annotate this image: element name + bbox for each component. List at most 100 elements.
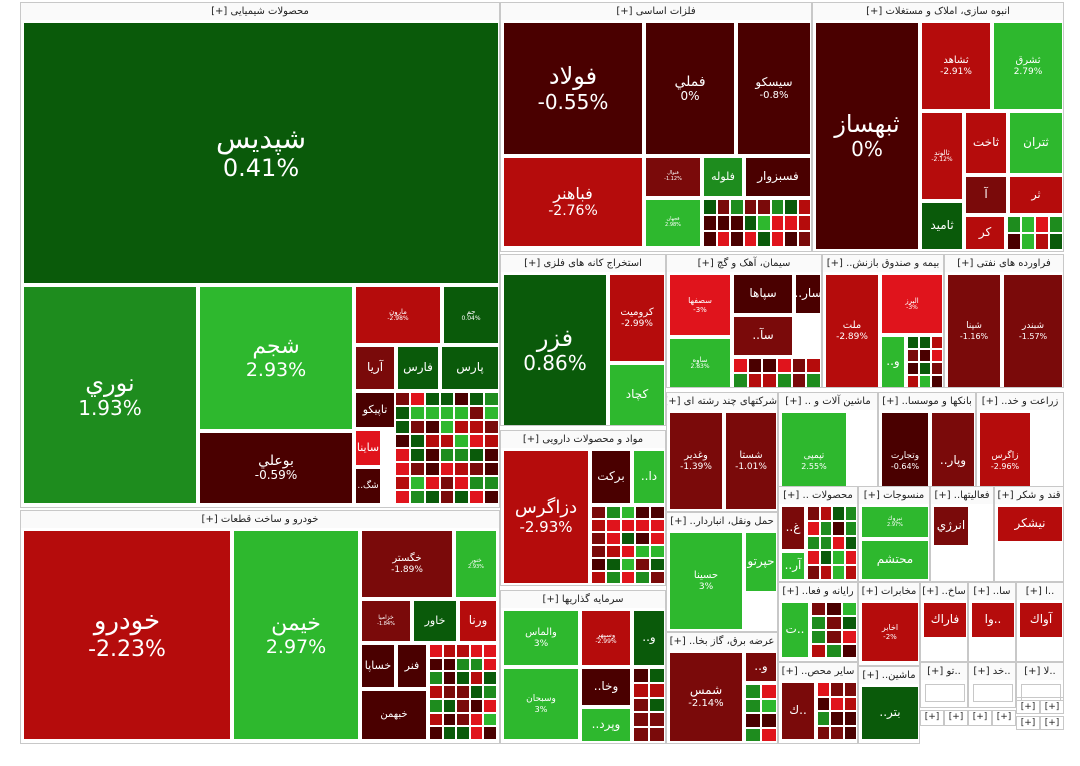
minor-stock-tile[interactable]	[844, 520, 857, 536]
minor-stock-tile[interactable]	[620, 545, 636, 558]
stock-tile[interactable]: خنور 2.93%	[455, 530, 497, 598]
minor-stock-tile[interactable]	[730, 231, 744, 247]
sector-title[interactable]: حمل ونقل، انباردار.. [+]	[667, 513, 777, 530]
minor-stock-tile[interactable]	[832, 520, 845, 536]
minor-stock-tile[interactable]	[832, 550, 845, 566]
minor-stock-tile[interactable]	[811, 602, 827, 616]
minor-stock-tile[interactable]	[439, 420, 455, 434]
minor-stock-tile[interactable]	[429, 644, 443, 658]
minor-stock-tile[interactable]	[483, 726, 497, 740]
minor-stock-tile[interactable]	[649, 712, 665, 728]
minor-stock-tile[interactable]	[1021, 233, 1035, 250]
minor-stock-tile[interactable]	[484, 490, 499, 504]
minor-stock-tile[interactable]	[784, 199, 798, 215]
sector-title[interactable]: ماشین آلات و .. [+]	[779, 393, 877, 410]
stock-tile[interactable]: ..وا	[971, 602, 1015, 638]
minor-stock-tile[interactable]	[716, 231, 730, 247]
minor-stock-tile[interactable]	[907, 349, 919, 362]
minor-stock-tile[interactable]	[843, 682, 857, 697]
minor-stock-tile[interactable]	[931, 375, 943, 387]
stock-tile[interactable]: حپرتو	[745, 532, 777, 592]
minor-stock-tile[interactable]	[484, 462, 499, 476]
minor-stock-tile[interactable]	[442, 712, 457, 727]
stock-tile[interactable]: ..ت	[781, 602, 809, 658]
sector-title[interactable]: سیمان، آهک و گچ [+]	[667, 255, 821, 272]
collapsed-sector[interactable]: [+]	[1016, 700, 1040, 714]
stock-tile[interactable]: شستا -1.01%	[725, 412, 777, 510]
sector-title[interactable]: ساخ.. [+]	[921, 583, 967, 600]
stock-tile[interactable]: وپرد..	[581, 708, 631, 742]
minor-stock-tile[interactable]	[439, 490, 455, 504]
stock-tile[interactable]: فارس	[397, 346, 439, 390]
minor-stock-tile[interactable]	[409, 448, 425, 462]
minor-stock-tile[interactable]	[469, 420, 485, 434]
collapsed-sector[interactable]: [+]	[968, 710, 992, 726]
stock-tile[interactable]: والماس 3%	[503, 610, 579, 666]
minor-stock-tile[interactable]	[919, 375, 931, 387]
minor-stock-tile[interactable]	[469, 726, 484, 740]
minor-stock-tile[interactable]	[620, 519, 636, 532]
minor-stock-tile[interactable]	[469, 490, 485, 504]
stock-tile[interactable]: فجهان 2.98%	[645, 199, 701, 247]
minor-stock-tile[interactable]	[395, 462, 410, 476]
minor-stock-tile[interactable]	[826, 616, 842, 630]
minor-stock-tile[interactable]	[469, 644, 484, 658]
minor-stock-tile[interactable]	[424, 392, 440, 406]
stock-tile[interactable]: ثتران	[1009, 112, 1063, 174]
minor-stock-tile[interactable]	[757, 231, 771, 247]
minor-stock-tile[interactable]	[761, 698, 777, 713]
stock-tile[interactable]: شمس -2.14%	[669, 652, 743, 742]
minor-stock-tile[interactable]	[907, 375, 919, 387]
minor-stock-tile[interactable]	[591, 545, 606, 558]
minor-stock-tile[interactable]	[811, 616, 827, 630]
stock-tile[interactable]: بتر..	[861, 686, 919, 740]
minor-stock-tile[interactable]	[743, 199, 757, 215]
minor-stock-tile[interactable]	[395, 434, 410, 448]
stock-tile[interactable]: فزر 0.86%	[503, 274, 607, 425]
minor-stock-tile[interactable]	[807, 520, 820, 536]
minor-stock-tile[interactable]	[439, 434, 455, 448]
minor-stock-tile[interactable]	[650, 506, 665, 519]
minor-stock-tile[interactable]	[761, 684, 777, 699]
minor-stock-tile[interactable]	[429, 712, 443, 727]
minor-stock-tile[interactable]	[832, 506, 845, 521]
minor-stock-tile[interactable]	[745, 713, 761, 728]
stock-tile[interactable]: فاراك	[923, 602, 967, 638]
minor-stock-tile[interactable]	[456, 685, 470, 699]
minor-stock-tile[interactable]	[605, 532, 621, 545]
sector-title[interactable]: ..لا [+]	[1017, 663, 1063, 680]
sector-title[interactable]: سایر محص.. [+]	[779, 663, 857, 680]
minor-stock-tile[interactable]	[806, 358, 821, 373]
minor-stock-tile[interactable]	[743, 231, 757, 247]
minor-stock-tile[interactable]	[635, 571, 651, 584]
minor-stock-tile[interactable]	[703, 199, 717, 215]
minor-stock-tile[interactable]	[591, 519, 606, 532]
minor-stock-tile[interactable]	[703, 215, 717, 231]
stock-tile[interactable]: وسپهر -2.99%	[581, 610, 631, 666]
minor-stock-tile[interactable]	[807, 506, 820, 521]
minor-stock-tile[interactable]	[454, 392, 470, 406]
minor-stock-tile[interactable]	[484, 406, 499, 420]
minor-stock-tile[interactable]	[483, 685, 497, 699]
minor-stock-tile[interactable]	[409, 406, 425, 420]
sector-title[interactable]: عرضه برق، گاز بخا.. [+]	[667, 633, 777, 650]
stock-tile[interactable]: سصفها -3%	[669, 274, 731, 336]
collapsed-sector[interactable]: [+]	[1040, 700, 1064, 714]
minor-stock-tile[interactable]	[745, 727, 761, 742]
sector-title[interactable]: شرکتهای چند رشته ای [+]	[667, 393, 777, 410]
sector-title[interactable]: قند و شکر [+]	[995, 487, 1063, 504]
stock-tile[interactable]: سیسکو -0.8%	[737, 22, 811, 155]
minor-stock-tile[interactable]	[429, 685, 443, 699]
minor-stock-tile[interactable]	[919, 349, 931, 362]
minor-stock-tile[interactable]	[605, 519, 621, 532]
minor-stock-tile[interactable]	[439, 462, 455, 476]
minor-stock-tile[interactable]	[843, 696, 857, 711]
minor-stock-tile[interactable]	[797, 199, 811, 215]
stock-tile[interactable]: ثشرق 2.79%	[993, 22, 1063, 110]
stock-tile[interactable]: و..	[881, 336, 905, 387]
minor-stock-tile[interactable]	[456, 726, 470, 740]
stock-tile[interactable]: وسبحان 3%	[503, 668, 579, 740]
minor-stock-tile[interactable]	[454, 462, 470, 476]
stock-tile[interactable]: آريا	[355, 346, 395, 390]
minor-stock-tile[interactable]	[469, 685, 484, 699]
